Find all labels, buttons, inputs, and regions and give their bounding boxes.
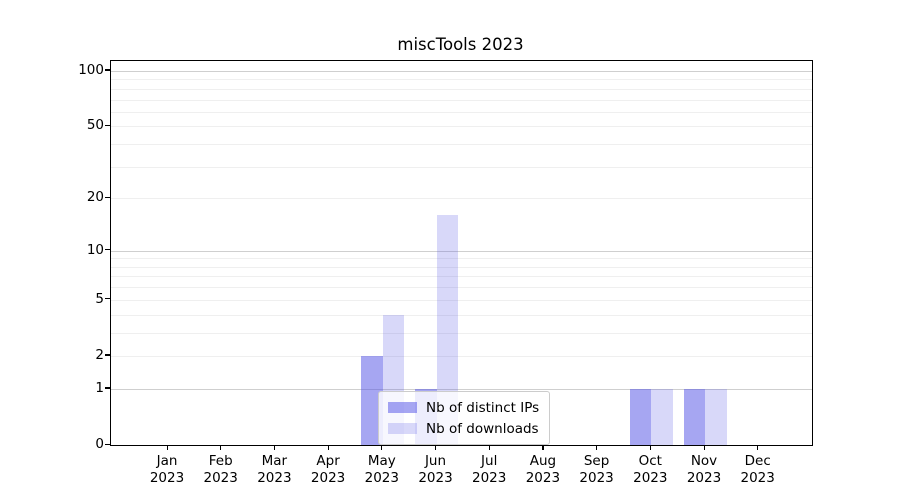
- x-tick-label: Jun 2023: [408, 453, 464, 486]
- x-tick-month: Jan: [156, 453, 178, 469]
- y-tick-label: 20: [86, 189, 104, 206]
- gridline-major: [111, 70, 812, 72]
- gridline-major: [111, 250, 812, 252]
- legend-swatch: [388, 423, 417, 434]
- x-tick-month: Jun: [424, 453, 447, 469]
- x-tick-month: Apr: [316, 453, 340, 469]
- gridline-minor: [111, 198, 812, 200]
- x-tick-mark: [703, 445, 705, 451]
- bar-downloads: [436, 215, 458, 445]
- gridline-minor: [111, 287, 812, 289]
- x-tick-year: 2023: [364, 469, 399, 486]
- y-tick-label: 10: [86, 241, 104, 258]
- gridline-minor: [111, 276, 812, 278]
- bar-distinct-ips: [683, 388, 705, 445]
- x-tick-mark: [220, 445, 222, 451]
- gridline-minor: [111, 99, 812, 101]
- x-tick-mark: [649, 445, 651, 451]
- bar-downloads: [705, 388, 727, 445]
- gridline-minor: [111, 332, 812, 334]
- x-tick-year: 2023: [633, 469, 668, 486]
- x-tick-year: 2023: [149, 469, 185, 486]
- x-tick-label: Feb 2023: [193, 453, 249, 486]
- x-tick-year: 2023: [203, 469, 238, 486]
- bar-distinct-ips: [361, 355, 383, 445]
- gridline-minor: [111, 126, 812, 128]
- x-tick-month: Nov: [690, 453, 718, 469]
- gridline-minor: [111, 299, 812, 301]
- y-tick-label: 0: [95, 436, 104, 452]
- legend: Nb of distinct IPs Nb of downloads: [378, 391, 551, 445]
- legend-entry: Nb of distinct IPs: [388, 397, 539, 418]
- gridline-minor: [111, 79, 812, 81]
- x-tick-label: Jan 2023: [139, 453, 195, 486]
- x-tick-month: May: [367, 453, 396, 469]
- x-tick-month: Sep: [583, 453, 610, 469]
- x-tick-label: Nov 2023: [676, 453, 732, 486]
- x-tick-mark: [596, 445, 598, 451]
- gridline-minor: [111, 88, 812, 90]
- x-tick-mark: [166, 445, 168, 451]
- gridline-minor: [111, 355, 812, 357]
- x-tick-mark: [273, 445, 276, 451]
- gridline-minor: [111, 266, 812, 268]
- gridline-minor: [111, 314, 812, 316]
- x-tick-mark: [542, 445, 544, 451]
- legend-label: Nb of distinct IPs: [426, 399, 540, 416]
- y-tick-mark: [105, 249, 110, 251]
- x-tick-label: Apr 2023: [300, 453, 356, 486]
- x-tick-year: 2023: [740, 469, 775, 486]
- x-tick-year: 2023: [686, 469, 722, 486]
- x-tick-year: 2023: [579, 469, 614, 486]
- plot-area: [110, 60, 813, 446]
- x-tick-label: May 2023: [354, 453, 410, 486]
- legend-entry: Nb of downloads: [388, 418, 539, 439]
- y-tick-label: 50: [86, 117, 104, 134]
- x-tick-year: 2023: [418, 469, 453, 486]
- x-tick-label: Aug 2023: [515, 453, 571, 486]
- y-tick-mark: [105, 298, 110, 300]
- x-tick-mark: [488, 445, 490, 451]
- gridline-minor: [111, 166, 812, 168]
- x-tick-month: Feb: [208, 453, 233, 469]
- x-tick-month: Jul: [481, 453, 498, 469]
- x-tick-month: Oct: [638, 453, 662, 469]
- gridline-minor: [111, 258, 812, 260]
- legend-label: Nb of downloads: [426, 420, 539, 437]
- x-tick-label: Oct 2023: [622, 453, 678, 486]
- x-tick-label: Dec 2023: [730, 453, 786, 486]
- x-tick-year: 2023: [525, 469, 561, 486]
- y-tick-mark: [105, 69, 110, 71]
- x-tick-label: Jul 2023: [461, 453, 517, 486]
- y-tick-label: 1: [95, 379, 104, 396]
- legend-swatch: [388, 402, 417, 413]
- x-tick-label: Mar 2023: [246, 453, 302, 486]
- bar-distinct-ips: [629, 388, 652, 445]
- gridline-minor: [111, 111, 812, 113]
- x-tick-month: Dec: [744, 453, 771, 469]
- x-tick-year: 2023: [257, 469, 292, 486]
- x-tick-year: 2023: [472, 469, 507, 486]
- y-tick-mark: [105, 354, 110, 356]
- y-tick-label: 5: [95, 290, 104, 307]
- y-tick-mark: [105, 196, 110, 198]
- x-tick-mark: [381, 445, 383, 451]
- gridline-major: [111, 388, 812, 390]
- x-tick-month: Mar: [261, 453, 288, 469]
- x-tick-month: Aug: [529, 453, 557, 469]
- chart-title: miscTools 2023: [397, 35, 524, 54]
- bar-downloads: [651, 388, 673, 445]
- y-tick-mark: [105, 387, 110, 389]
- y-tick-mark: [105, 443, 110, 445]
- x-tick-mark: [757, 445, 759, 451]
- y-tick-label: 100: [78, 61, 104, 78]
- x-tick-mark: [435, 445, 437, 451]
- x-tick-year: 2023: [310, 469, 346, 486]
- y-tick-label: 2: [95, 346, 104, 363]
- x-tick-label: Sep 2023: [569, 453, 625, 486]
- y-tick-mark: [105, 124, 110, 127]
- gridline-minor: [111, 144, 812, 146]
- x-tick-mark: [327, 445, 329, 451]
